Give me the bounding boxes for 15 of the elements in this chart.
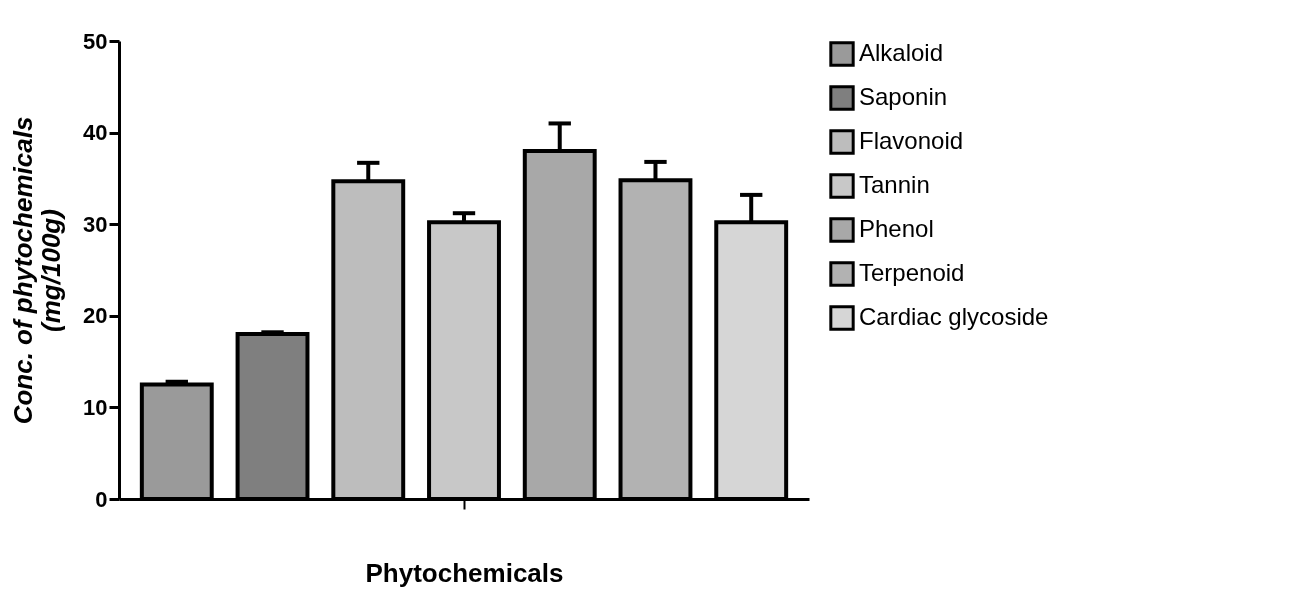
y-tick-label: 40 xyxy=(83,120,108,146)
y-tick-label: 10 xyxy=(83,394,108,420)
legend-label: Cardiac glycoside xyxy=(859,303,1049,330)
legend-label: Tannin xyxy=(859,171,930,198)
legend-label: Phenol xyxy=(859,215,934,242)
legend-label: Terpenoid xyxy=(859,259,965,286)
y-tick-label: 0 xyxy=(95,486,108,512)
y-tick-label: 50 xyxy=(83,28,108,54)
y-tick-label: 30 xyxy=(83,211,108,237)
y-tick-label: 20 xyxy=(83,303,108,329)
y-axis-title: Conc. of phytochemicals (mg/100g) xyxy=(8,116,67,425)
x-axis-title: Phytochemicals xyxy=(365,557,564,588)
legend-label: Flavonoid xyxy=(859,127,964,154)
legend-label: Saponin xyxy=(859,83,948,110)
legend-label: Alkaloid xyxy=(859,39,944,66)
